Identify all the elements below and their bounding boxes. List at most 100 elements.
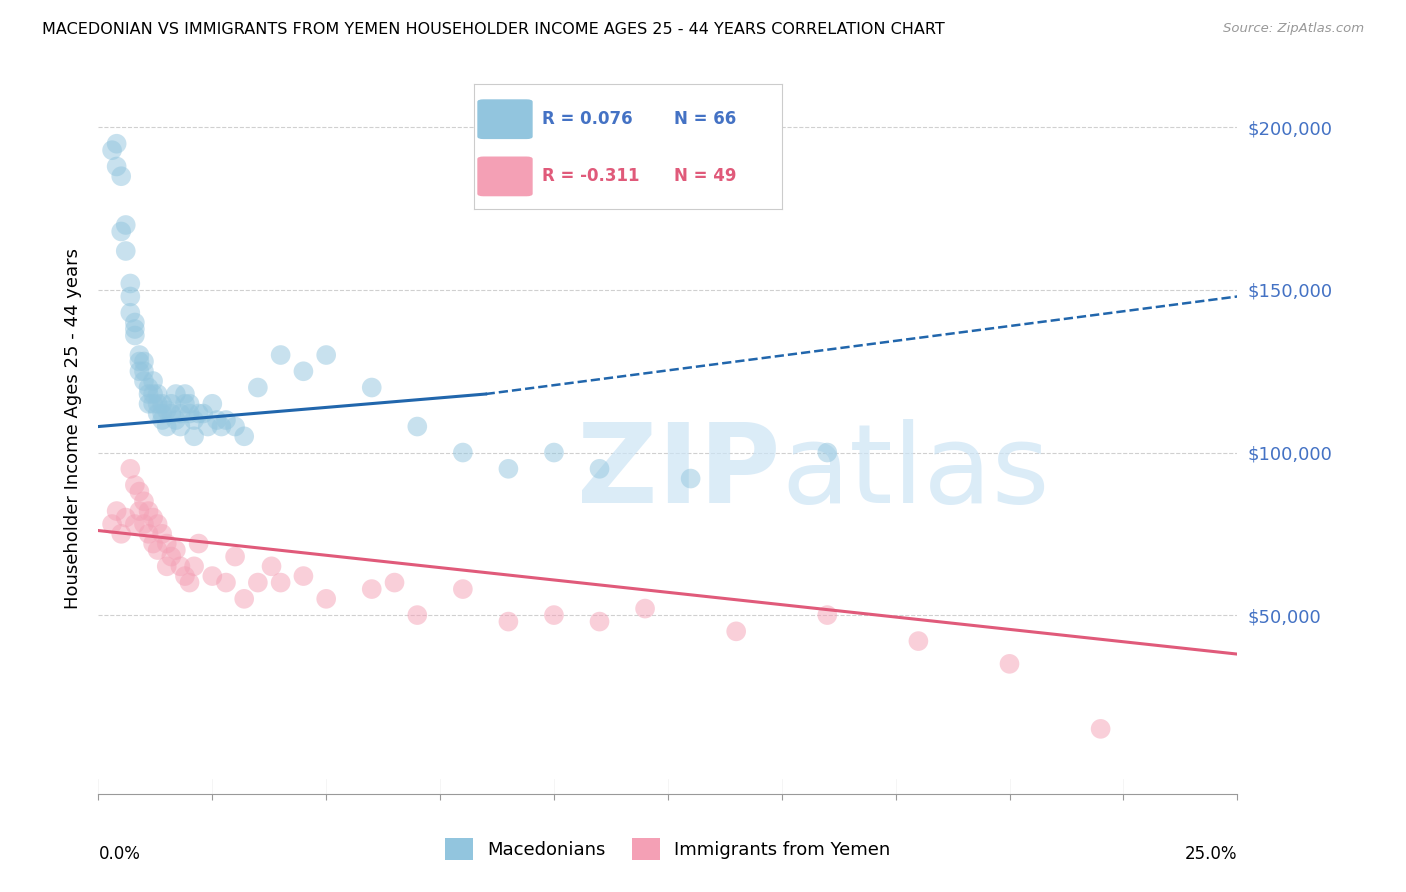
Point [183,429,205,443]
Point [138,504,160,518]
Point [160,549,183,564]
Point [224,549,246,564]
Point [179,575,201,590]
Text: 0.0%: 0.0% [98,845,141,863]
Point [315,591,337,606]
Point [174,397,197,411]
Point [360,582,382,596]
Y-axis label: Householder Income Ages 25 - 44 years: Householder Income Ages 25 - 44 years [63,248,82,608]
Point [634,601,657,615]
Point [150,526,173,541]
Point [138,380,160,394]
Point [105,136,128,151]
Text: 25.0%: 25.0% [1185,845,1237,863]
Point [101,143,124,157]
Point [150,413,173,427]
Point [142,374,165,388]
Point [114,218,136,232]
Point [156,559,179,574]
Text: ZIP: ZIP [576,418,780,525]
Point [193,407,215,421]
Point [588,462,610,476]
Point [146,517,169,532]
Point [138,397,160,411]
Point [179,407,201,421]
Point [160,407,183,421]
Point [1090,722,1112,736]
Point [384,575,406,590]
Point [165,387,187,401]
Point [201,569,224,583]
Point [498,615,520,629]
Point [815,445,838,459]
Point [120,462,142,476]
Point [183,559,205,574]
Point [156,419,179,434]
Point [187,536,209,550]
Point [146,387,169,401]
Point [124,322,146,336]
Point [114,244,136,258]
Point [165,413,187,427]
Point [815,608,838,623]
Point [142,387,165,401]
Point [406,419,429,434]
Point [183,413,205,427]
Point [124,328,146,343]
Point [215,575,238,590]
Point [110,169,132,184]
Point [998,657,1021,671]
Point [156,536,179,550]
Point [588,615,610,629]
Point [101,517,124,532]
Point [124,478,146,492]
Point [315,348,337,362]
Point [201,397,224,411]
Point [132,374,155,388]
Legend: Macedonians, Immigrants from Yemen: Macedonians, Immigrants from Yemen [439,830,897,867]
Point [128,364,150,378]
Point [128,348,150,362]
Point [543,445,565,459]
Point [114,510,136,524]
Point [209,419,232,434]
Point [169,407,191,421]
Point [907,634,929,648]
Point [187,407,209,421]
Point [174,387,197,401]
Text: atlas: atlas [782,418,1050,525]
Point [124,517,146,532]
Point [406,608,429,623]
Point [150,397,173,411]
Point [246,380,269,394]
Point [132,517,155,532]
Point [146,397,169,411]
Point [132,354,155,368]
Point [270,348,292,362]
Point [725,624,748,639]
Point [132,364,155,378]
Point [138,526,160,541]
Point [270,575,292,590]
Point [138,387,160,401]
Point [233,591,256,606]
Point [179,397,201,411]
Point [105,160,128,174]
Point [246,575,269,590]
Point [169,559,191,574]
Point [360,380,382,394]
Point [160,397,183,411]
Point [197,419,219,434]
Point [128,504,150,518]
Point [498,462,520,476]
Point [215,413,238,427]
Point [128,484,150,499]
Text: Source: ZipAtlas.com: Source: ZipAtlas.com [1223,22,1364,36]
Point [292,569,315,583]
Point [132,494,155,508]
Point [120,289,142,303]
Point [174,569,197,583]
Point [110,225,132,239]
Point [224,419,246,434]
Point [142,536,165,550]
